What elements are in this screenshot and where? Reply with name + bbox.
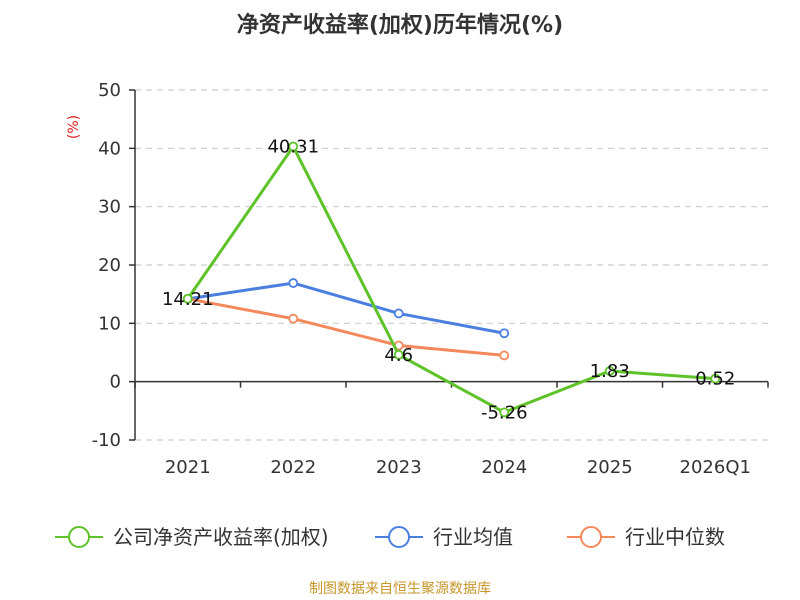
data-point xyxy=(499,328,510,339)
data-label: 40.31 xyxy=(267,137,319,158)
legend-item[interactable]: 行业中位数 xyxy=(567,525,725,549)
chart-title: 净资产收益率(加权)历年情况(%) xyxy=(237,12,563,38)
data-label: 4.6 xyxy=(384,345,413,366)
data-point xyxy=(499,407,510,418)
data-label: 1.83 xyxy=(590,361,630,382)
data-point xyxy=(288,278,299,288)
legend-item[interactable]: 行业均值 xyxy=(375,525,513,549)
series-lines xyxy=(182,141,721,418)
x-tick-label: 2025 xyxy=(587,457,633,478)
y-tick-label: 20 xyxy=(98,255,121,276)
legend-label: 行业中位数 xyxy=(625,525,725,549)
data-point xyxy=(710,373,721,384)
series-line xyxy=(187,281,505,335)
legend[interactable]: 公司净资产收益率(加权) 行业均值 行业中位数 xyxy=(55,525,725,549)
data-point xyxy=(393,308,404,319)
y-tick-label: 40 xyxy=(98,138,121,159)
y-axis-unit: (%) xyxy=(66,115,82,139)
data-labels: 14.21 40.31 4.6 -5.26 1.83 0.52 xyxy=(162,137,735,424)
y-tick-label: 10 xyxy=(98,313,121,334)
series-0 xyxy=(182,141,721,418)
x-tick-label: 2024 xyxy=(481,457,527,478)
data-point xyxy=(182,293,193,304)
x-tick-label: 2022 xyxy=(270,457,316,478)
series-2 xyxy=(182,293,510,361)
series-line xyxy=(186,145,716,414)
legend-label: 公司净资产收益率(加权) xyxy=(113,525,329,549)
data-point xyxy=(499,350,510,361)
data-point xyxy=(604,366,615,376)
data-point xyxy=(288,141,299,152)
series-line xyxy=(187,297,505,357)
y-tick-label: 0 xyxy=(110,372,121,393)
axes: 50 40 30 20 10 0 -10 2021 2022 2023 2024 2025 2026Q1 xyxy=(92,80,769,478)
data-point xyxy=(288,313,299,324)
data-label: 14.21 xyxy=(162,289,214,310)
x-tick-label: 2023 xyxy=(376,457,422,478)
x-tick-label: 2021 xyxy=(165,457,211,478)
legend-marker xyxy=(580,526,602,548)
y-tick-label: 30 xyxy=(98,197,121,218)
legend-label: 行业均值 xyxy=(433,525,513,549)
data-point xyxy=(393,349,404,360)
legend-marker xyxy=(388,526,410,548)
x-tick-label: 2026Q1 xyxy=(680,457,751,478)
source-note: 制图数据来自恒生聚源数据库 xyxy=(309,581,491,597)
y-tick-label: -10 xyxy=(92,430,121,451)
data-label: -5.26 xyxy=(481,402,528,423)
legend-marker xyxy=(68,526,90,548)
data-label: 0.52 xyxy=(695,369,735,390)
y-tick-label: 50 xyxy=(98,80,121,101)
legend-item[interactable]: 公司净资产收益率(加权) xyxy=(55,525,329,549)
